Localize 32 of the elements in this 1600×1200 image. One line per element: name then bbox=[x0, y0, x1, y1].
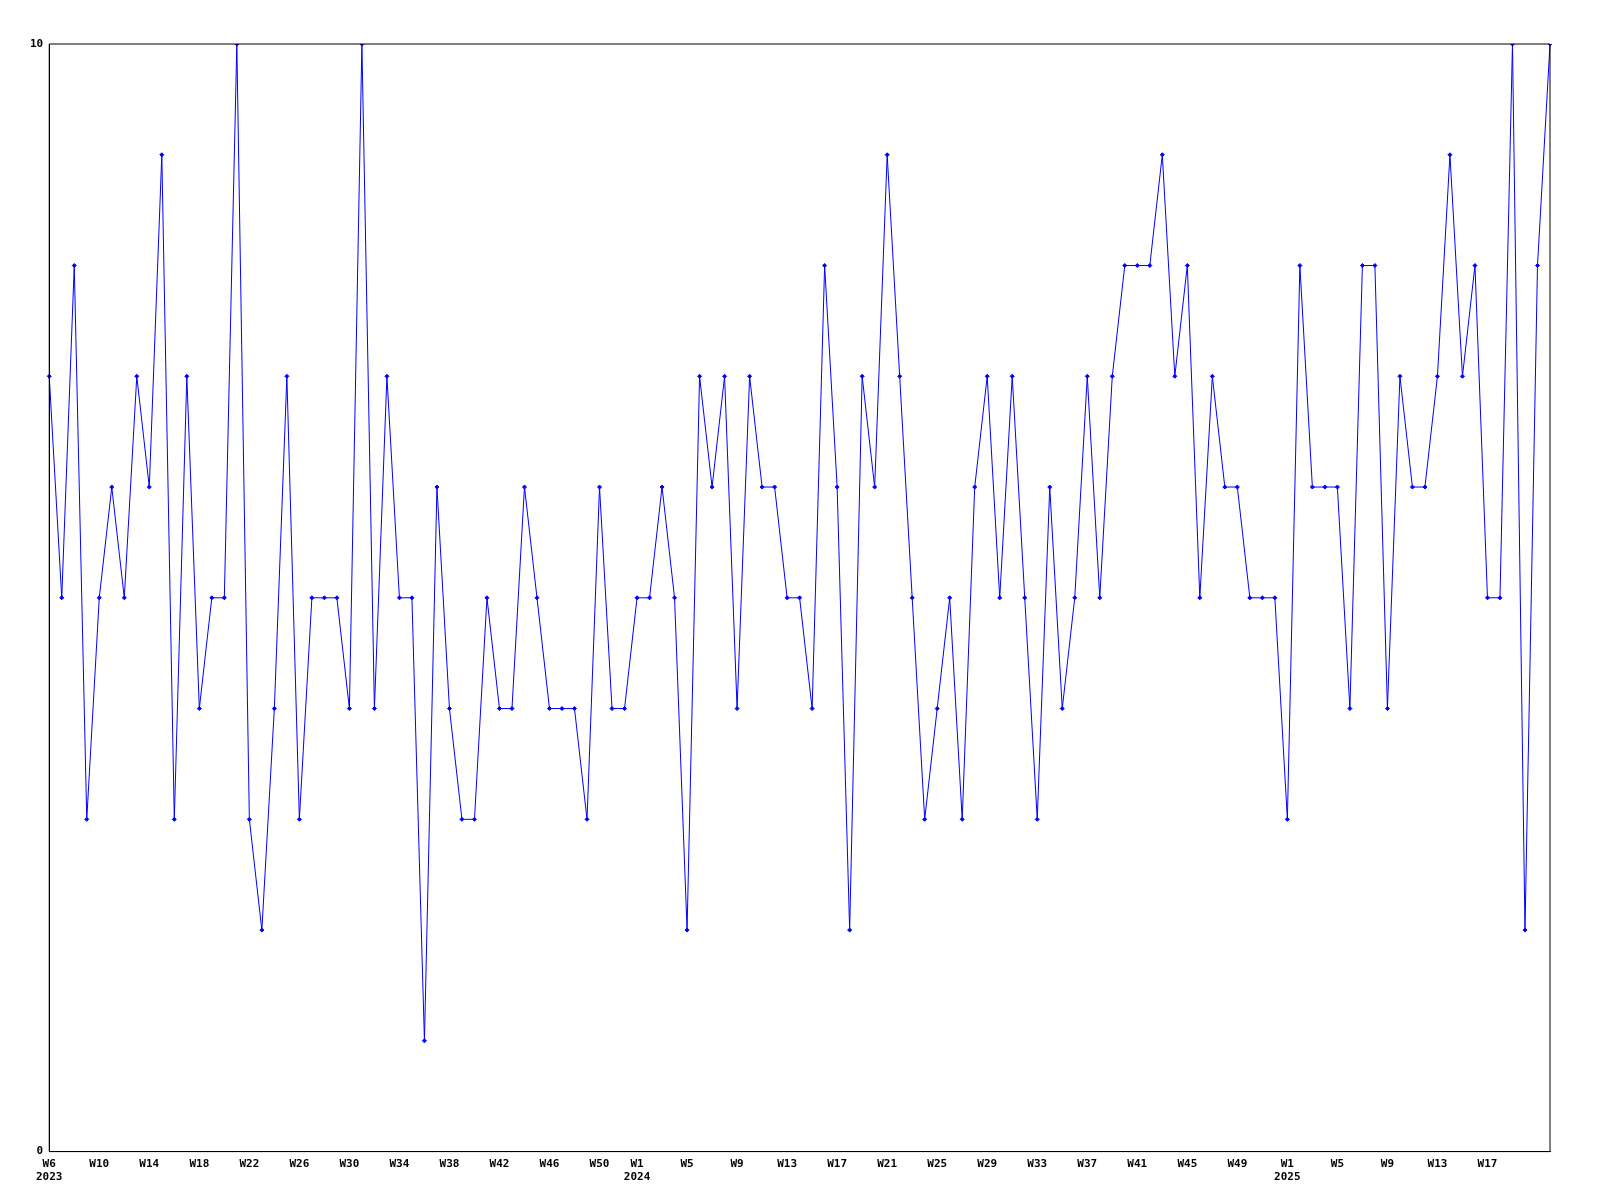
x-tick-label: W41 bbox=[1127, 1157, 1148, 1171]
x-tick-label: W17 bbox=[1477, 1157, 1498, 1171]
x-tick-label: W26 bbox=[289, 1157, 310, 1171]
x-tick-label: W1 2025 bbox=[1274, 1157, 1301, 1184]
x-tick-label: W50 bbox=[589, 1157, 610, 1171]
x-tick-label: W14 bbox=[139, 1157, 160, 1171]
x-tick-label: W33 bbox=[1027, 1157, 1048, 1171]
x-tick-label: W5 bbox=[680, 1157, 694, 1171]
x-tick-label: W42 bbox=[489, 1157, 510, 1171]
x-tick-label: W45 bbox=[1177, 1157, 1198, 1171]
x-tick-label: W46 bbox=[539, 1157, 560, 1171]
x-tick-label: W1 2024 bbox=[623, 1157, 651, 1184]
x-tick-label: W9 bbox=[1380, 1157, 1395, 1171]
x-tick-label: W29 bbox=[977, 1157, 998, 1171]
x-tick-label: W34 bbox=[389, 1157, 410, 1171]
x-tick-label: W30 bbox=[339, 1157, 360, 1171]
x-tick-label: W13 bbox=[777, 1157, 798, 1171]
x-tick-label: W17 bbox=[827, 1157, 848, 1171]
x-tick-label: W37 bbox=[1077, 1157, 1098, 1171]
x-tick-label: W18 bbox=[189, 1157, 210, 1171]
x-tick-label: W25 bbox=[927, 1157, 948, 1171]
x-tick-label: W13 bbox=[1427, 1157, 1448, 1171]
y-tick-label: 0 bbox=[36, 1144, 44, 1158]
x-tick-label: W21 bbox=[877, 1157, 898, 1171]
x-tick-label: W9 bbox=[730, 1157, 744, 1171]
x-tick-label: W49 bbox=[1227, 1157, 1248, 1171]
x-tick-label: W38 bbox=[439, 1157, 460, 1171]
x-tick-label: W5 bbox=[1330, 1157, 1345, 1171]
y-tick-label: 10 bbox=[30, 36, 44, 50]
x-tick-label: W10 bbox=[89, 1157, 110, 1171]
x-tick-label: W6 2023 bbox=[36, 1157, 63, 1184]
x-tick-label: W22 bbox=[239, 1157, 260, 1171]
